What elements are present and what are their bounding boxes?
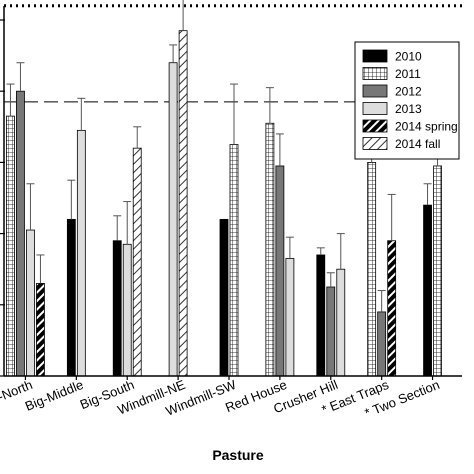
bar-crusher hill-2010 — [316, 254, 326, 377]
bar-red house-2011 — [265, 122, 275, 377]
bar-big-north-2013 — [26, 229, 35, 377]
bar-windmill-ne-2014-fall — [178, 30, 188, 377]
bar-windmill-ne-2013 — [168, 62, 178, 377]
legend-label: 2011 — [395, 67, 421, 81]
error-bar-red house-2012 — [275, 133, 284, 166]
bar-crusher hill-2012 — [326, 286, 336, 377]
error-bar-windmill-ne-2014-fall — [182, 0, 184, 31]
error-bar-red house-2011 — [265, 87, 274, 124]
legend-swatch — [362, 102, 388, 115]
bar-two section-2010 — [423, 204, 432, 377]
error-bar-windmill-sw-2011 — [230, 83, 238, 145]
bar-big-north-2011 — [6, 115, 15, 377]
bar-big-south-2010 — [112, 240, 122, 377]
legend-label: 2012 — [395, 85, 422, 99]
legend-item: 2014 spring — [362, 119, 458, 134]
legend-item: 2014 fall — [362, 137, 440, 151]
error-bar-crusher hill-2010 — [316, 247, 325, 255]
axes-layer — [0, 6, 462, 380]
legend-label: 2014 fall — [395, 137, 440, 151]
error-bar-big-north-2011 — [6, 83, 15, 117]
legend-item: 2011 — [362, 67, 421, 81]
x-tick-labels: Big-NorthBig-MiddleBig-SouthWindmill-NEW… — [0, 377, 442, 421]
error-bar-big-north-2012 — [16, 62, 25, 92]
legend-item: 2010 — [362, 49, 422, 64]
legend: 2010 2011 2012 2013 2014 spring 2014 fall — [354, 41, 460, 160]
bar-big-middle-2013 — [76, 129, 86, 377]
error-bar-big-south-2014-fall — [133, 126, 142, 149]
error-bar-big-north-2013 — [26, 183, 35, 231]
bar-big-south-2014-fall — [132, 147, 142, 377]
error-bar-crusher hill-2012 — [326, 272, 335, 287]
bar-east traps-2014-spring — [387, 240, 397, 377]
legend-swatch — [362, 84, 388, 98]
error-bar-big-north-2014-spring — [36, 254, 45, 284]
error-bar-east traps-2014-spring — [387, 193, 396, 241]
error-bar-two section-2010 — [423, 183, 432, 206]
error-bar-big-south-2010 — [113, 215, 122, 241]
bar-red house-2013 — [285, 258, 295, 377]
error-bar-crusher hill-2013 — [336, 233, 345, 270]
legend-swatch — [362, 49, 388, 63]
legend-swatch — [362, 137, 388, 150]
error-bar-windmill-ne-2013 — [169, 44, 178, 63]
legend-label: 2013 — [395, 102, 422, 116]
error-bar-big-middle-2013 — [77, 97, 86, 131]
error-bar-red house-2013 — [285, 236, 294, 259]
error-bar-big-south-2013 — [123, 201, 132, 245]
x-axis-title: Pasture — [212, 447, 264, 463]
bar-big-north-2014-spring — [36, 283, 45, 377]
bar-two section-2011 — [433, 165, 442, 377]
bar-windmill-sw-2011 — [229, 144, 239, 377]
error-bar-east traps-2012 — [377, 290, 386, 312]
bar-east traps-2011 — [367, 161, 377, 377]
x-tick-label: Big-Middle — [23, 377, 86, 414]
bar-east traps-2012 — [377, 311, 387, 377]
bar-big-north-2012 — [16, 90, 25, 377]
error-bar-big-middle-2010 — [67, 179, 76, 220]
bar-windmill-sw-2010 — [219, 218, 229, 377]
legend-item: 2013 — [362, 102, 422, 116]
bar-crusher hill-2013 — [336, 268, 346, 377]
bar-big-south-2013 — [122, 243, 132, 377]
bars-layer — [6, 0, 442, 377]
legend-label: 2010 — [395, 50, 422, 64]
legend-label: 2014 spring — [395, 120, 458, 134]
legend-swatch — [362, 119, 388, 133]
legend-item: 2012 — [362, 84, 422, 99]
legend-swatch — [362, 67, 388, 80]
bar-big-middle-2010 — [66, 218, 76, 377]
bar-red house-2012 — [275, 165, 285, 377]
